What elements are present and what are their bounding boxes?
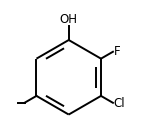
Text: Cl: Cl xyxy=(114,97,125,110)
Text: F: F xyxy=(114,45,121,58)
Text: OH: OH xyxy=(60,13,78,26)
